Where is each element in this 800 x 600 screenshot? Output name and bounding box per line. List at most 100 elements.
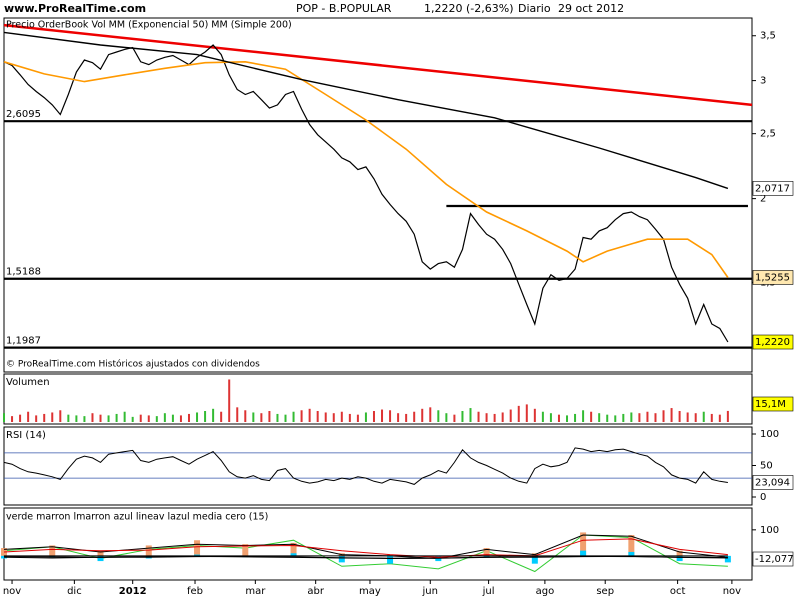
series-line [3,538,728,558]
bar [614,415,617,422]
bar [638,413,641,422]
x-tick-label: 2012 [119,586,147,597]
bar [242,544,249,556]
bar [155,416,158,422]
level-label: 1,5188 [6,267,41,278]
bar [220,411,223,422]
legend-entry: verde [6,512,33,523]
value-box-label: 15,1M [755,399,786,410]
bar [445,413,448,422]
series-line [3,534,728,560]
trend-line [3,23,753,107]
bar [509,409,512,422]
legend-entry: cero (15) [225,512,268,523]
x-tick-label: jul [482,586,495,597]
x-tick-label: dic [67,586,82,597]
bar [501,412,504,422]
bar [364,412,367,422]
bar [670,408,673,422]
bar [75,415,78,422]
y-tick-label: 2,5 [760,129,776,140]
panel-frame [3,426,753,506]
site-name: www.ProRealTime.com [4,2,146,15]
bar [590,411,593,422]
x-tick-label: may [359,586,381,597]
bar [35,415,38,422]
bar [284,414,287,422]
bar [606,414,609,422]
series-line [3,447,728,485]
series-line [3,60,729,278]
bar [397,413,400,422]
bar [662,410,665,422]
bar [461,411,464,422]
value-box [752,475,794,490]
bar [147,415,150,422]
x-tick-label: abr [307,586,324,597]
bar [212,408,215,422]
bar [724,555,731,563]
bar [292,411,295,422]
value-box-label: 2,0717 [755,183,790,194]
y-tick-label: 100 [760,525,779,536]
bar [348,413,351,422]
y-tick-label: 100 [760,429,779,440]
bar [676,550,683,556]
x-tick-label: nov [723,586,741,597]
bar [387,554,394,556]
legend-entry: MM (Exponencial 50) [109,20,209,31]
bar [11,416,14,422]
bar [726,410,729,422]
bar [300,410,303,422]
bar [718,414,721,422]
bar [3,413,5,422]
value-box [752,270,794,285]
bar [67,414,70,422]
series-line [3,44,729,343]
bar [453,414,456,422]
value-box [752,181,794,196]
y-tick-label: 0 [760,492,766,503]
value-box-label: 23,094 [755,477,790,488]
bar [381,409,384,422]
x-tick-label: jun [422,586,438,597]
bar [107,415,110,422]
bar [710,413,713,422]
bar [290,553,297,556]
bar [236,407,239,422]
panel-title: RSI (14) [6,430,46,441]
y-tick-label: 2 [760,194,766,205]
bar [324,412,327,422]
bar [628,535,635,556]
header-price: 1,2220 (-2,63%) [424,2,513,15]
level-label: 2,6095 [6,109,41,120]
bar [332,413,335,422]
bar [97,550,104,556]
bar [49,545,56,556]
bar [580,532,587,556]
panel-title: Volumen [6,377,50,388]
bar [469,408,472,422]
value-box [752,551,794,567]
y-tick-label: 3 [760,76,766,87]
header-date: 29 oct 2012 [558,2,624,15]
header-title: POP - B.POPULAR [296,2,392,15]
bar [27,411,30,422]
bar [421,408,424,422]
bar [123,411,126,422]
bar [654,413,657,422]
bar [163,413,166,422]
value-box-label: 1,2220 [755,337,790,348]
bar [19,414,22,422]
bar [580,550,587,556]
bar [51,412,54,422]
bar [1,555,7,559]
bar [83,416,86,422]
x-tick-label: oct [670,586,686,597]
bar [533,408,536,422]
panel-frame [3,507,753,581]
bar [694,413,697,422]
legend-entry: azul [113,512,132,523]
bar [628,551,635,556]
